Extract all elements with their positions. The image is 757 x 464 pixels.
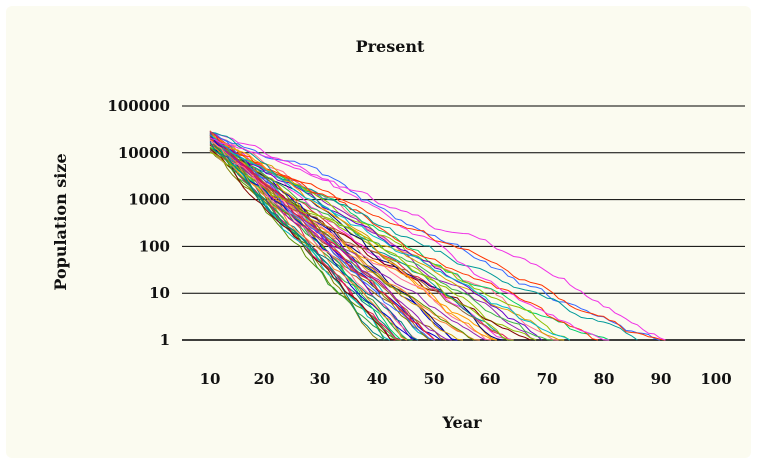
series-line [209,133,660,341]
series-line [209,131,610,341]
y-tick-label: 1000 [128,191,170,209]
x-tick-label: 80 [594,370,615,388]
series-line [209,147,610,341]
y-tick-labels: 1 10 100 1000 10000 100000 [107,97,170,349]
series-line [209,150,379,341]
series-line [209,136,599,341]
x-tick-label: 60 [480,370,501,388]
series-line [209,130,436,341]
series-line [209,139,408,341]
series-line [209,143,537,341]
series-line [209,143,486,341]
series-line [209,131,402,341]
series-line [209,151,509,341]
series-line [209,139,554,341]
series-line [209,133,452,341]
series-line [209,139,666,341]
series-line [209,132,436,341]
x-tick-label: 50 [424,370,445,388]
y-tick-label: 1 [160,331,170,349]
x-tick-label: 10 [200,370,221,388]
series-line [209,147,385,341]
y-tick-label: 100 [139,237,170,255]
x-tick-label: 70 [537,370,558,388]
series-line [209,152,514,341]
x-tick-label: 40 [367,370,388,388]
x-tick-label: 20 [254,370,275,388]
chart-background [6,6,751,458]
series-line [209,141,419,341]
x-tick-label: 90 [651,370,672,388]
y-tick-label: 10000 [118,144,170,162]
y-tick-label: 10 [149,284,170,302]
y-axis-label: Population size [51,153,70,290]
x-tick-label: 100 [700,370,731,388]
x-axis-label: Year [441,413,482,432]
y-tick-label: 100000 [107,97,170,115]
series-lines [209,130,666,341]
series-line [209,134,497,341]
series-line [209,140,543,341]
series-line [209,137,666,341]
x-tick-labels: 10 20 30 40 50 60 70 80 90 100 [200,370,732,388]
chart-title: Present [356,37,425,56]
x-tick-label: 30 [310,370,331,388]
series-line [209,139,419,341]
series-line [209,131,565,341]
series-line [209,134,571,341]
